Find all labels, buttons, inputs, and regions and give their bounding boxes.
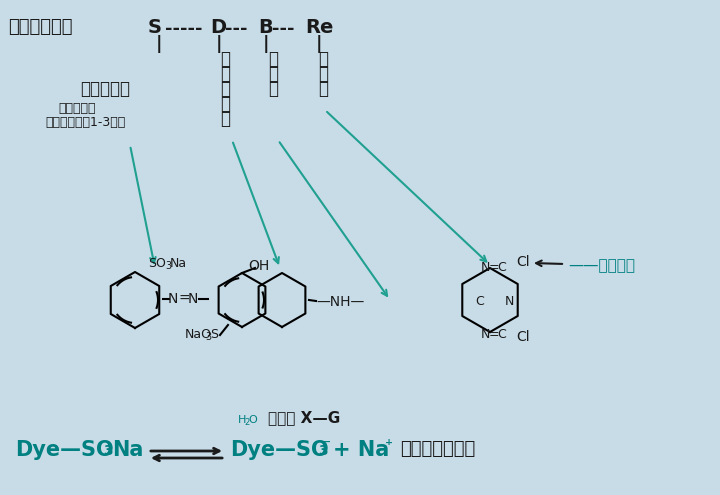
Text: |: | (216, 35, 222, 53)
Text: C: C (497, 261, 505, 274)
Text: 2: 2 (244, 418, 249, 427)
Text: 3: 3 (205, 332, 211, 342)
Text: ⁺: ⁺ (385, 438, 393, 453)
Text: 体: 体 (220, 110, 230, 128)
Text: 基: 基 (268, 80, 278, 98)
Text: + Na: + Na (333, 440, 390, 460)
Text: 多为磺酸基: 多为磺酸基 (58, 102, 96, 115)
Text: B: B (258, 18, 273, 37)
Text: N: N (481, 261, 490, 274)
Text: =: = (179, 292, 191, 306)
Text: N: N (168, 292, 179, 306)
Text: Na: Na (170, 257, 187, 270)
Text: |: | (316, 35, 323, 53)
Text: O: O (248, 415, 257, 425)
Text: 3: 3 (318, 444, 328, 458)
Text: -----: ----- (165, 20, 202, 38)
Text: C: C (475, 295, 484, 308)
Text: 连: 连 (268, 50, 278, 68)
Text: Dye—SO: Dye—SO (230, 440, 328, 460)
Text: |: | (263, 35, 269, 53)
Text: 发: 发 (220, 80, 230, 98)
Text: 3: 3 (165, 261, 171, 271)
Text: 性: 性 (318, 65, 328, 83)
Text: Cl: Cl (516, 255, 530, 269)
Text: ---: --- (272, 20, 294, 38)
Text: |: | (156, 35, 163, 53)
Text: H: H (238, 415, 246, 425)
Text: 3: 3 (103, 444, 112, 458)
Text: C: C (497, 328, 505, 341)
Text: D: D (210, 18, 226, 37)
Text: （母体上常有1-3个）: （母体上常有1-3个） (45, 116, 125, 129)
Text: OH: OH (248, 259, 269, 273)
Text: —NH—: —NH— (316, 295, 364, 309)
Text: 接: 接 (268, 65, 278, 83)
Text: =: = (489, 261, 500, 274)
Text: N: N (505, 295, 514, 308)
Text: S: S (148, 18, 162, 37)
Text: SO: SO (148, 257, 166, 270)
Text: 活: 活 (318, 50, 328, 68)
Text: ⁻: ⁻ (323, 438, 331, 453)
Text: N: N (188, 292, 199, 306)
Text: Dye—SO: Dye—SO (15, 440, 114, 460)
Text: ——离去基团: ——离去基团 (568, 258, 635, 273)
Text: 色: 色 (220, 95, 230, 113)
Text: 水溶性基团: 水溶性基团 (80, 80, 130, 98)
Text: S: S (210, 328, 218, 341)
Text: 化学结构式：: 化学结构式： (8, 18, 73, 36)
Text: 基: 基 (318, 80, 328, 98)
Text: 料: 料 (220, 65, 230, 83)
Text: 活性橙 X—G: 活性橙 X—G (268, 410, 341, 425)
Text: Re: Re (305, 18, 333, 37)
Text: Cl: Cl (516, 330, 530, 344)
Text: 染: 染 (220, 50, 230, 68)
Text: Na: Na (112, 440, 143, 460)
Text: ---: --- (225, 20, 248, 38)
Text: 呈染料负离子型: 呈染料负离子型 (400, 440, 475, 458)
Text: N: N (481, 328, 490, 341)
Text: =: = (489, 328, 500, 341)
Text: NaO: NaO (185, 328, 212, 341)
